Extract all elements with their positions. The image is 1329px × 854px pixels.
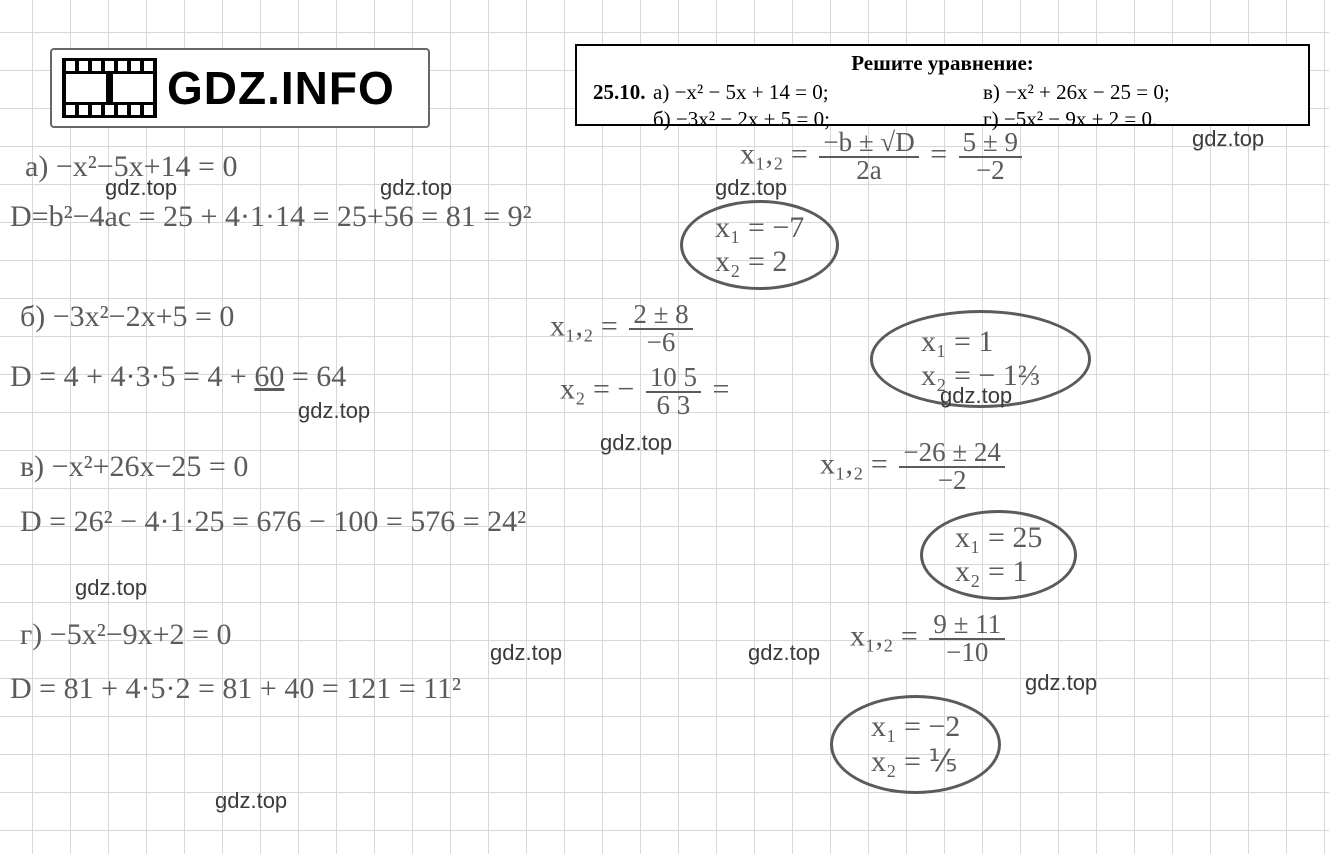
work-a-answer: x₁ = −7 x₂ = 2 [680,200,839,290]
answer-x1: x₁ = 1 [921,325,993,358]
disc-part2: = 64 [284,360,346,393]
answer-x1: x₁ = −7 [715,211,804,244]
watermark: gdz.top [715,175,787,201]
frac-den: 2a [852,158,885,184]
frac-num: 5 ± 9 [959,130,1022,158]
watermark: gdz.top [380,175,452,201]
frac-num: −b ± √D [819,130,918,158]
work-b-discriminant: D = 4 + 4·3·5 = 4 + 60 = 64 [10,360,346,394]
watermark: gdz.top [1025,670,1097,696]
frac-den: −6 [643,330,680,356]
logo-box: GDZ.INFO [50,48,430,128]
frac-den: −2 [934,468,971,494]
work-b-x12: x₁,₂ = 2 ± 8−6 [550,302,697,355]
watermark: gdz.top [748,640,820,666]
work-v-equation: в) −x²+26x−25 = 0 [20,450,248,484]
watermark: gdz.top [105,175,177,201]
x12-label: x₁,₂ = [850,620,918,653]
x12-label: x₁,₂ = [820,448,888,481]
watermark: gdz.top [298,398,370,424]
problem-v: в) −x² + 26x − 25 = 0; [983,79,1170,106]
watermark: gdz.top [600,430,672,456]
work-a-discriminant: D=b²−4ac = 25 + 4·1·14 = 25+56 = 81 = 9² [10,200,532,234]
x12-label: x₁,₂ = [550,310,618,343]
frac-den: 6 3 [653,393,695,419]
work-v-answer: x₁ = 25 x₂ = 1 [920,510,1077,600]
watermark: gdz.top [75,575,147,601]
problem-title: Решите уравнение: [593,50,1292,77]
work-b-equation: б) −3x²−2x+5 = 0 [20,300,234,334]
frac-num: 10 5 [646,365,701,393]
work-v-discriminant: D = 26² − 4·1·25 = 676 − 100 = 576 = 24² [20,505,526,539]
problem-b: б) −3x² − 2x + 5 = 0; [653,106,983,133]
work-g-equation: г) −5x²−9x+2 = 0 [20,618,231,652]
work-b-x2: x₂ = − 10 56 3 = [560,365,729,418]
watermark: gdz.top [490,640,562,666]
work-v-x12: x₁,₂ = −26 ± 24−2 [820,440,1009,493]
disc-underline: 60 [254,360,284,393]
watermark: gdz.top [215,788,287,814]
watermark: gdz.top [1192,126,1264,152]
frac-num: 2 ± 8 [629,302,692,330]
answer-x1: x₁ = −2 [871,710,960,743]
frac-num: 9 ± 11 [929,612,1005,640]
logo-text: GDZ.INFO [167,61,395,115]
problem-number: 25.10. [593,79,653,106]
answer-x1: x₁ = 25 [955,521,1042,554]
frac-num: −26 ± 24 [899,440,1005,468]
problem-statement: Решите уравнение: 25.10. а) −x² − 5x + 1… [575,44,1310,126]
answer-x2: x₂ = 2 [715,245,787,278]
disc-part1: D = 4 + 4·3·5 = 4 + [10,360,254,393]
answer-x2: x₂ = ⅕ [871,745,957,778]
answer-x2: x₂ = 1 [955,555,1027,588]
work-a-formula-lhs: x₁,₂ = [740,138,808,171]
work-g-answer: x₁ = −2 x₂ = ⅕ [830,695,1001,794]
watermark: gdz.top [940,383,1012,409]
work-g-x12: x₁,₂ = 9 ± 11−10 [850,612,1009,665]
filmstrip-icon [62,58,157,118]
x2-label: x₂ = − [560,373,634,406]
frac-den: −10 [942,640,992,666]
frac-den: −2 [972,158,1009,184]
problem-a: а) −x² − 5x + 14 = 0; [653,79,983,106]
work-g-discriminant: D = 81 + 4·5·2 = 81 + 40 = 121 = 11² [10,672,461,706]
